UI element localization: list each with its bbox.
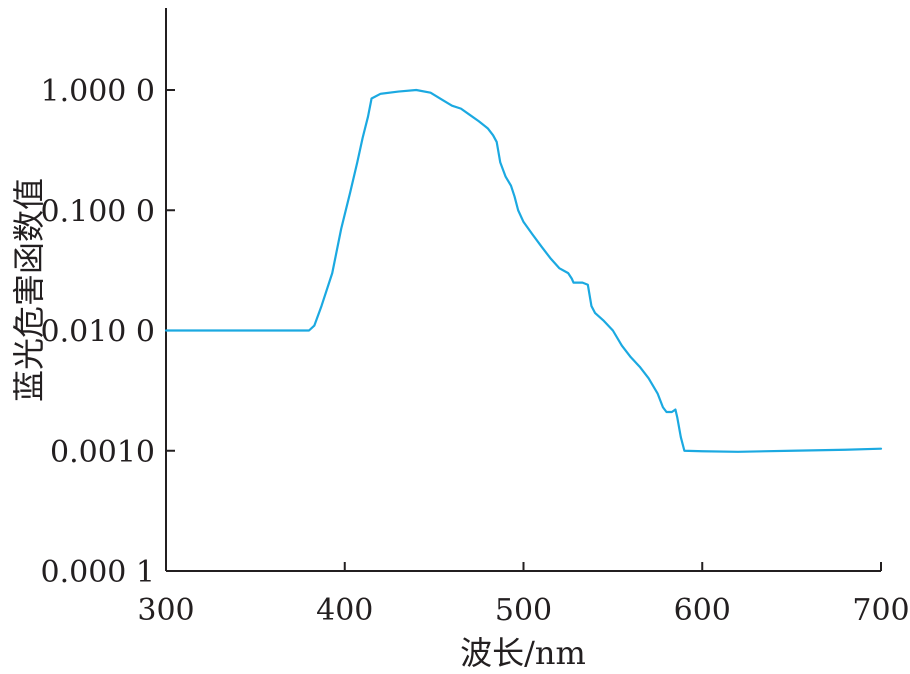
y-tick-label: 0.100 0 [40, 194, 155, 229]
x-axis-title: 波长/nm [460, 634, 586, 672]
y-axis-title: 蓝光危害函数值 [10, 178, 48, 402]
series-line [164, 88, 883, 453]
y-tick-label: 1.000 0 [40, 74, 155, 109]
x-tick-label: 600 [674, 593, 731, 628]
y-tick-label: 0.010 0 [40, 315, 155, 350]
x-tick-label: 500 [495, 593, 552, 628]
y-tick-label: 0.000 1 [40, 555, 155, 590]
y-ticks: 0.000 1 0.0010 0.010 0 0.100 0 1.000 0 [40, 74, 175, 590]
x-ticks: 300 400 500 600 700 [137, 562, 910, 628]
series-layer [164, 88, 883, 453]
axes [165, 8, 881, 572]
y-tick-label: 0.0010 [50, 435, 155, 470]
x-tick-label: 300 [137, 593, 194, 628]
x-tick-label: 400 [316, 593, 373, 628]
x-tick-label: 700 [852, 593, 909, 628]
